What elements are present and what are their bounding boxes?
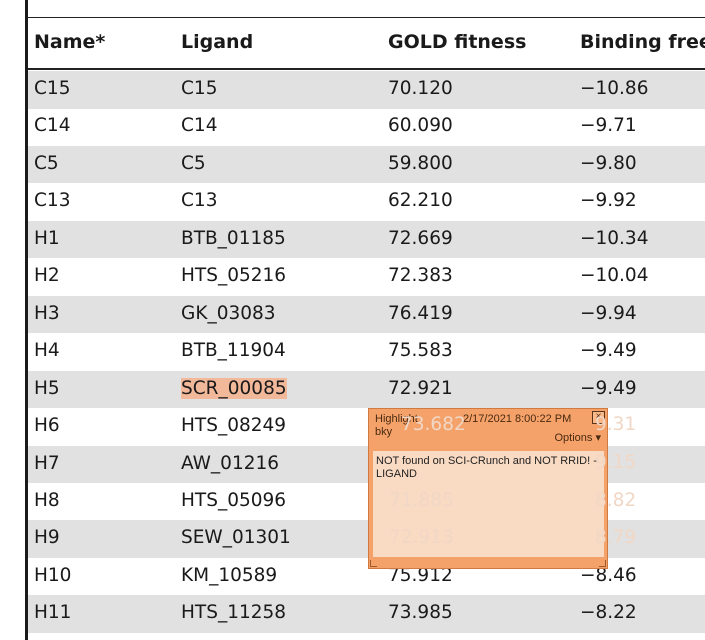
note-author: bky	[375, 426, 393, 438]
table-row: H8 HTS_05096	[28, 483, 705, 521]
bleed-binding-h8: 8.82	[595, 490, 637, 511]
bleed-gold-h9: 72.913	[389, 527, 454, 548]
bleed-binding-h7: 9.15	[595, 452, 637, 473]
cell-gold-fitness: 76.419	[388, 302, 453, 324]
cell-ligand: SEW_01301	[181, 527, 291, 549]
cell-gold-fitness: 72.921	[388, 377, 453, 399]
cell-ligand: HTS_11258	[181, 602, 287, 624]
cell-name: C14	[34, 115, 71, 137]
note-text[interactable]: NOT found on SCI-CRunch and NOT RRID! - …	[376, 455, 597, 480]
note-title-label: Highlight	[375, 413, 418, 425]
cell-gold-fitness: 75.912	[388, 564, 453, 586]
table-row: H3 GK_03083 76.419 −9.94	[28, 295, 705, 334]
cell-gold-fitness: 72.669	[388, 227, 453, 249]
cell-name: H2	[34, 265, 60, 287]
cell-name: H11	[34, 602, 72, 624]
cell-name: H5	[34, 377, 60, 399]
table-row: C14 C14 60.090 −9.71	[28, 108, 705, 146]
cell-name: C5	[34, 152, 59, 174]
cell-gold-fitness: 60.090	[388, 115, 453, 137]
cell-binding-free: −8.22	[580, 602, 637, 624]
table-row: H1 BTB_01185 72.669 −10.34	[28, 220, 705, 259]
cell-name: H4	[34, 340, 60, 362]
resize-grip-icon[interactable]	[599, 560, 606, 567]
cell-name: C13	[34, 190, 71, 212]
cell-name: C15	[34, 78, 71, 99]
cell-gold-fitness: 59.800	[388, 152, 453, 174]
header-gold-fitness: GOLD fitness	[388, 31, 527, 53]
cell-binding-free: −10.34	[580, 227, 649, 249]
cell-name: H3	[34, 302, 60, 324]
close-icon[interactable]: ×	[592, 411, 605, 424]
cell-ligand: AW_01216	[181, 452, 280, 474]
table-row: H2 HTS_05216 72.383 −10.04	[28, 258, 705, 296]
header-rule	[28, 68, 705, 70]
cell-ligand: C13	[181, 190, 218, 212]
cell-name: H1	[34, 227, 60, 249]
cell-gold-fitness: 75.583	[388, 340, 453, 362]
table-row: C5 C5 59.800 −9.80	[28, 145, 705, 184]
cell-ligand: SCR_00085	[181, 377, 287, 399]
cell-ligand: HTS_05216	[181, 265, 287, 287]
table-row: H4 BTB_11904 75.583 −9.49	[28, 333, 705, 371]
cell-binding-free: −9.92	[580, 190, 637, 212]
cell-gold-fitness: 73.985	[388, 602, 453, 624]
cell-ligand: GK_03083	[181, 302, 276, 324]
cell-ligand: HTS_05096	[181, 489, 287, 511]
bleed-gold-h6: 73.682	[401, 414, 466, 435]
cell-ligand: HTS_08249	[181, 415, 287, 437]
table-row: H5 SCR_00085 72.921 −9.49	[28, 370, 705, 409]
bleed-binding-h9: 8.79	[595, 527, 637, 548]
cell-ligand: C14	[181, 115, 218, 137]
table-row: H10 KM_10589 75.912 −8.46	[28, 558, 705, 596]
bleed-binding-h6: 9.31	[595, 414, 637, 435]
note-date: 2/17/2021 8:00:22 PM	[463, 413, 572, 425]
cell-binding-free: −9.71	[580, 115, 637, 137]
cell-name: H9	[34, 527, 60, 549]
cell-name: H8	[34, 489, 60, 511]
cell-gold-fitness: 70.120	[388, 78, 453, 99]
header-ligand: Ligand	[181, 31, 254, 53]
cell-name: H6	[34, 415, 60, 437]
cell-binding-free: −8.46	[580, 564, 637, 586]
cell-name: H10	[34, 564, 72, 586]
left-margin-rule	[25, 0, 28, 640]
note-body[interactable]: NOT found on SCI-CRunch and NOT RRID! - …	[373, 451, 604, 557]
table-row: H11 HTS_11258 73.985 −8.22	[28, 595, 705, 633]
table-row: C13 C13 62.210 −9.92	[28, 183, 705, 221]
header-binding-free: Binding free	[580, 31, 705, 53]
table-top-rule	[28, 17, 705, 18]
cell-gold-fitness: 72.383	[388, 265, 453, 287]
cell-binding-free: −9.80	[580, 152, 637, 174]
table-row: C15 C15 70.120 −10.86	[28, 71, 705, 109]
cell-binding-free: −9.49	[580, 340, 637, 362]
cell-name: H7	[34, 452, 60, 474]
resize-grip-icon[interactable]	[370, 560, 377, 567]
highlight-annotation-popup[interactable]: Highlight bky 2/17/2021 8:00:22 PM × Opt…	[368, 408, 636, 569]
cell-ligand: BTB_01185	[181, 227, 286, 249]
table-row: H6 HTS_08249	[28, 408, 705, 446]
cell-binding-free: −9.49	[580, 377, 637, 399]
cell-binding-free: −9.94	[580, 302, 637, 324]
cell-ligand: C15	[181, 78, 218, 99]
cell-binding-free: −10.04	[580, 265, 649, 287]
cell-binding-free: −10.86	[580, 78, 649, 99]
cell-ligand: C5	[181, 152, 206, 174]
cell-ligand: BTB_11904	[181, 340, 286, 362]
bleed-gold-h8: 71.885	[389, 490, 454, 511]
cell-gold-fitness: 62.210	[388, 190, 453, 212]
note-title: Highlight bky	[375, 413, 418, 439]
note-options-menu[interactable]: Options ▾	[554, 432, 602, 444]
cell-ligand: KM_10589	[181, 564, 278, 586]
header-name: Name*	[34, 31, 106, 53]
